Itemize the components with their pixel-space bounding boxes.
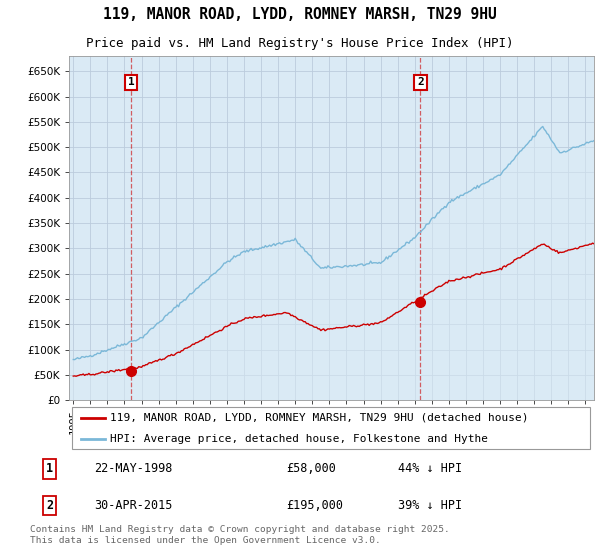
Text: 1: 1 bbox=[128, 77, 134, 87]
Text: 119, MANOR ROAD, LYDD, ROMNEY MARSH, TN29 9HU: 119, MANOR ROAD, LYDD, ROMNEY MARSH, TN2… bbox=[103, 7, 497, 22]
Text: 22-MAY-1998: 22-MAY-1998 bbox=[94, 463, 173, 475]
Text: £195,000: £195,000 bbox=[287, 499, 344, 512]
FancyBboxPatch shape bbox=[71, 407, 590, 449]
Text: 119, MANOR ROAD, LYDD, ROMNEY MARSH, TN29 9HU (detached house): 119, MANOR ROAD, LYDD, ROMNEY MARSH, TN2… bbox=[110, 413, 529, 423]
Text: Price paid vs. HM Land Registry's House Price Index (HPI): Price paid vs. HM Land Registry's House … bbox=[86, 37, 514, 50]
Text: 39% ↓ HPI: 39% ↓ HPI bbox=[398, 499, 463, 512]
Text: 30-APR-2015: 30-APR-2015 bbox=[94, 499, 173, 512]
Text: 2: 2 bbox=[46, 499, 53, 512]
Text: 2: 2 bbox=[417, 77, 424, 87]
Text: HPI: Average price, detached house, Folkestone and Hythe: HPI: Average price, detached house, Folk… bbox=[110, 434, 488, 444]
Text: £58,000: £58,000 bbox=[287, 463, 337, 475]
Text: 44% ↓ HPI: 44% ↓ HPI bbox=[398, 463, 463, 475]
Text: 1: 1 bbox=[46, 463, 53, 475]
Text: Contains HM Land Registry data © Crown copyright and database right 2025.
This d: Contains HM Land Registry data © Crown c… bbox=[30, 525, 450, 545]
